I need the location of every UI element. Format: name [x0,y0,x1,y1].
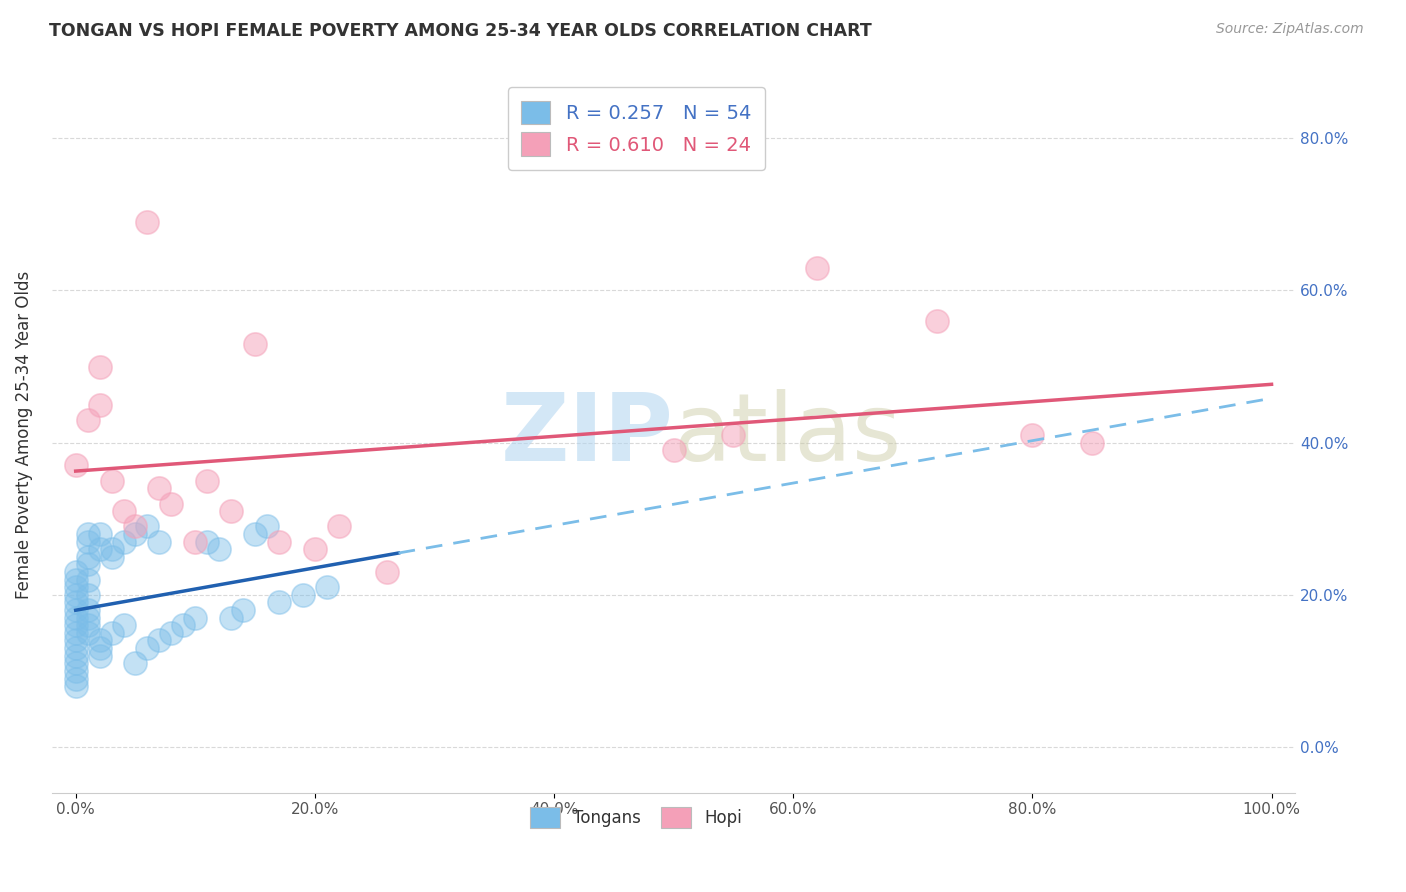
Point [65,588,87,602]
Point [89,527,111,541]
Point [315,580,337,594]
Point [89,641,111,656]
Point [65,648,87,663]
Point [291,588,314,602]
Point [136,519,159,533]
Point [208,542,231,557]
Point [100,474,122,488]
Text: atlas: atlas [673,389,901,481]
Point [65,672,87,686]
Point [160,496,183,510]
Point [100,542,122,557]
Point [124,527,146,541]
Point [65,664,87,678]
Point [100,625,122,640]
Legend: Tongans, Hopi: Tongans, Hopi [523,801,749,834]
Point [219,610,242,624]
Point [256,519,278,533]
Text: ZIP: ZIP [501,389,673,481]
Point [267,534,290,549]
Point [124,657,146,671]
Point [375,565,398,579]
Text: TONGAN VS HOPI FEMALE POVERTY AMONG 25-34 YEAR OLDS CORRELATION CHART: TONGAN VS HOPI FEMALE POVERTY AMONG 25-3… [49,22,872,40]
Point [232,603,254,617]
Point [89,359,111,374]
Point [65,573,87,587]
Point [195,474,218,488]
Point [76,558,98,572]
Point [243,336,266,351]
Point [76,573,98,587]
Point [65,565,87,579]
Point [184,610,207,624]
Point [76,625,98,640]
Point [124,519,146,533]
Point [1021,428,1043,442]
Point [195,534,218,549]
Point [136,641,159,656]
Point [267,595,290,609]
Point [112,534,135,549]
Point [160,625,183,640]
Point [112,504,135,518]
Point [100,549,122,564]
Point [662,443,685,458]
Point [76,603,98,617]
Point [65,641,87,656]
Point [89,398,111,412]
Point [136,215,159,229]
Point [148,481,170,495]
Point [172,618,194,632]
Point [328,519,350,533]
Point [76,534,98,549]
Point [65,595,87,609]
Point [243,527,266,541]
Point [65,603,87,617]
Point [76,413,98,427]
Point [1081,435,1104,450]
Point [65,657,87,671]
Point [806,260,828,275]
Point [219,504,242,518]
Point [65,633,87,648]
Point [723,428,745,442]
Text: Source: ZipAtlas.com: Source: ZipAtlas.com [1216,22,1364,37]
Point [65,625,87,640]
Point [89,633,111,648]
Point [148,633,170,648]
Point [76,610,98,624]
Point [76,588,98,602]
Point [65,610,87,624]
Point [76,618,98,632]
Y-axis label: Female Poverty Among 25-34 Year Olds: Female Poverty Among 25-34 Year Olds [15,271,32,599]
Point [148,534,170,549]
Point [112,618,135,632]
Point [65,458,87,473]
Point [65,580,87,594]
Point [65,618,87,632]
Point [89,648,111,663]
Point [925,314,948,328]
Point [65,679,87,693]
Point [76,527,98,541]
Point [184,534,207,549]
Point [304,542,326,557]
Point [89,542,111,557]
Point [76,549,98,564]
